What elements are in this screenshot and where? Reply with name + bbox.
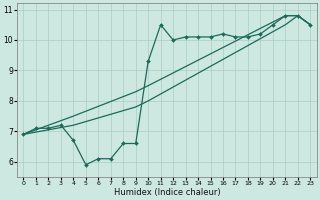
X-axis label: Humidex (Indice chaleur): Humidex (Indice chaleur): [114, 188, 220, 197]
